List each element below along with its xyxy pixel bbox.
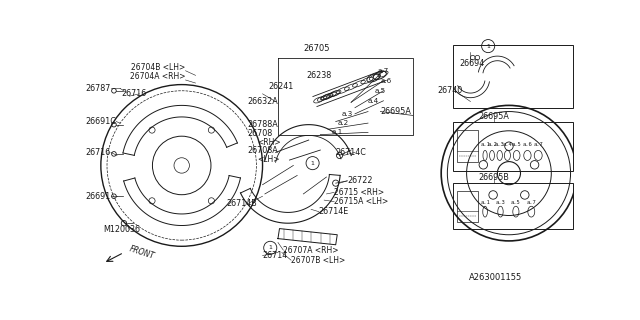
Text: 26241: 26241 (268, 82, 293, 91)
Text: 26238: 26238 (307, 71, 332, 80)
Text: a.1: a.1 (480, 142, 490, 147)
Text: 26716: 26716 (86, 148, 111, 157)
Text: 26705: 26705 (303, 44, 330, 53)
Text: 26714C: 26714C (336, 148, 367, 157)
Text: 26707A <RH>: 26707A <RH> (284, 246, 339, 255)
Text: 26708: 26708 (247, 129, 273, 138)
Text: 26695A: 26695A (380, 107, 412, 116)
Text: a.4: a.4 (368, 98, 380, 104)
Text: 26715 <RH>: 26715 <RH> (334, 188, 384, 197)
Text: 26714E: 26714E (319, 207, 349, 216)
Text: 1: 1 (268, 245, 272, 250)
Text: 26715A <LH>: 26715A <LH> (334, 197, 388, 206)
Text: 26694: 26694 (459, 59, 484, 68)
Text: 26714B: 26714B (227, 199, 257, 208)
Text: 26716: 26716 (122, 89, 147, 98)
Text: a.3: a.3 (495, 200, 506, 205)
Text: a.5: a.5 (512, 142, 522, 147)
Text: 26704A <RH>: 26704A <RH> (130, 72, 186, 81)
Bar (452, 44, 573, 108)
Text: a.3: a.3 (342, 111, 353, 117)
Text: 1: 1 (310, 161, 314, 166)
Text: a.2: a.2 (487, 142, 497, 147)
Bar (452, 122, 573, 171)
Text: 26691C: 26691C (86, 117, 116, 126)
Text: a.2: a.2 (337, 120, 349, 126)
Text: 26714: 26714 (262, 251, 288, 260)
Bar (456, 191, 478, 222)
Text: a.5: a.5 (374, 88, 385, 94)
Text: a.6: a.6 (522, 142, 532, 147)
Text: 26787: 26787 (86, 84, 111, 93)
Text: 26691: 26691 (86, 192, 111, 201)
Text: a.3: a.3 (495, 142, 504, 147)
Text: 1: 1 (486, 44, 490, 49)
Text: A263001155: A263001155 (469, 273, 522, 282)
Text: a.7: a.7 (533, 142, 543, 147)
Text: a.7: a.7 (527, 200, 536, 205)
Text: 26788A: 26788A (247, 120, 278, 129)
Text: M120036: M120036 (103, 225, 140, 234)
Text: FRONT: FRONT (128, 244, 156, 261)
Text: a.6: a.6 (380, 78, 392, 84)
Text: a.1: a.1 (332, 129, 343, 135)
Text: 26695B: 26695B (478, 172, 509, 181)
Text: 26695A: 26695A (478, 112, 509, 121)
Bar (452, 183, 573, 229)
Text: 26722: 26722 (348, 176, 372, 185)
Text: 26704B <LH>: 26704B <LH> (131, 63, 186, 72)
Text: <LH>: <LH> (257, 155, 280, 164)
Bar (456, 130, 478, 162)
Text: 26740: 26740 (437, 86, 463, 95)
Text: a.4: a.4 (502, 142, 512, 147)
Text: 26632A: 26632A (247, 97, 278, 106)
Text: 26708A: 26708A (247, 146, 278, 155)
Text: a.7: a.7 (378, 68, 389, 74)
Text: 26707B <LH>: 26707B <LH> (291, 256, 346, 265)
Text: a.1: a.1 (480, 200, 490, 205)
Text: <RH>: <RH> (257, 138, 281, 147)
Text: a.5: a.5 (511, 200, 521, 205)
